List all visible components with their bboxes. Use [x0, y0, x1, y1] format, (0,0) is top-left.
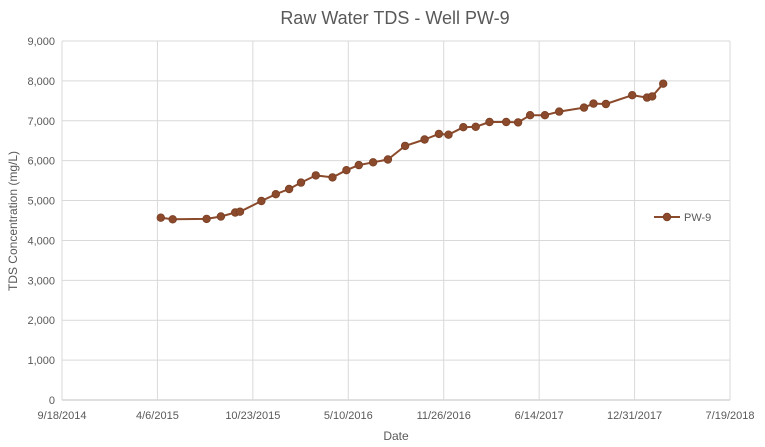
x-tick-label: 4/6/2015	[136, 410, 179, 422]
data-point	[257, 196, 266, 206]
data-point	[444, 130, 453, 139]
series-group	[156, 79, 668, 224]
data-point	[342, 165, 351, 175]
y-tick-label: 8,000	[27, 76, 55, 88]
data-point	[328, 173, 337, 182]
x-tick-label: 7/19/2018	[706, 410, 755, 422]
data-point	[502, 117, 511, 127]
data-point	[648, 92, 657, 101]
x-axis-label: Date	[383, 429, 409, 443]
y-tick-label: 2,000	[27, 315, 55, 327]
y-tick-label: 3,000	[27, 275, 55, 287]
data-point	[202, 214, 211, 224]
legend-marker	[662, 212, 672, 222]
data-point	[555, 107, 564, 116]
data-point	[628, 90, 637, 100]
data-point	[540, 110, 550, 120]
data-point	[485, 117, 494, 127]
x-axis: 9/18/2014 4/6/2015 10/23/2015 5/10/2016 11/2…	[38, 410, 755, 422]
data-point	[271, 189, 280, 199]
y-tick-label: 4,000	[27, 235, 55, 247]
data-point	[383, 155, 393, 164]
data-point	[471, 122, 480, 131]
data-point	[420, 135, 429, 144]
y-tick-label: 0	[49, 395, 55, 407]
data-point	[513, 118, 523, 127]
data-point	[168, 215, 177, 224]
data-point	[434, 129, 444, 139]
data-point	[284, 184, 294, 194]
y-tick-label: 9,000	[27, 36, 55, 48]
grid	[61, 40, 731, 401]
data-point	[525, 110, 535, 120]
data-point	[156, 213, 165, 222]
data-point	[579, 103, 589, 112]
data-point	[235, 207, 245, 216]
x-tick-label: 9/18/2014	[38, 410, 87, 422]
x-tick-label: 5/10/2016	[324, 410, 373, 422]
y-tick-label: 6,000	[27, 156, 55, 168]
y-tick-label: 1,000	[27, 355, 55, 367]
legend-label: PW-9	[684, 212, 711, 224]
data-point	[601, 99, 611, 109]
data-point	[589, 99, 598, 108]
chart-title: Raw Water TDS - Well PW-9	[280, 8, 509, 28]
data-point	[368, 158, 378, 167]
data-point	[459, 122, 468, 132]
legend: PW-9	[654, 212, 711, 224]
x-tick-label: 10/23/2015	[225, 410, 280, 422]
data-point	[659, 79, 668, 88]
x-tick-label: 12/31/2017	[607, 410, 662, 422]
x-tick-label: 6/14/2017	[515, 410, 564, 422]
y-tick-label: 7,000	[27, 116, 55, 128]
x-tick-label: 11/26/2016	[417, 410, 471, 422]
data-point	[216, 212, 226, 221]
y-axis-label: TDS Concentration (mg/L)	[6, 151, 20, 291]
data-point	[354, 160, 363, 170]
data-point	[311, 171, 320, 180]
data-point	[296, 178, 306, 187]
y-tick-label: 5,000	[27, 196, 55, 208]
y-axis: 0 1,000 2,000 3,000 4,000 5,000 6,000 7,000 8,00…	[27, 36, 55, 407]
data-point	[400, 141, 410, 151]
